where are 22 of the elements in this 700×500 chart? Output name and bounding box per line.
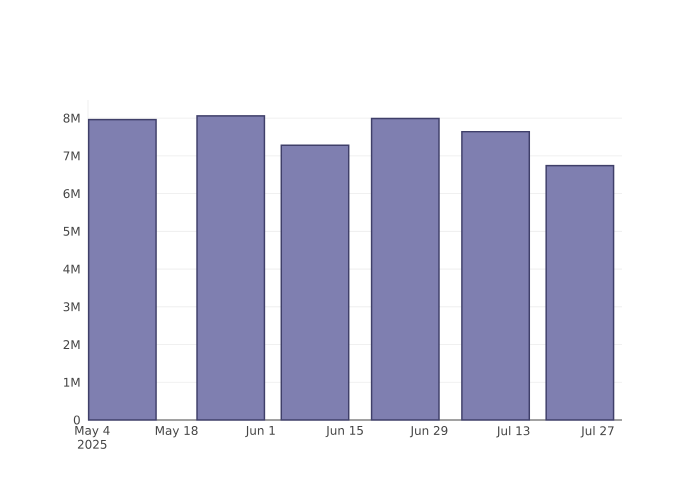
- x-tick-label: Jul 27: [580, 426, 614, 438]
- x-tick-label: Jun 29: [410, 426, 448, 438]
- x-tick-label: Jul 13: [496, 426, 530, 438]
- y-tick-label: 5M: [64, 226, 80, 236]
- x-tick-label: May 4 2025: [75, 426, 110, 449]
- y-tick-label: 2M: [64, 340, 80, 349]
- y-tick-label: 6M: [64, 189, 80, 198]
- bar: [461, 130, 530, 421]
- y-tick-label: 1M: [64, 378, 80, 387]
- x-tick-label: Jun 15: [326, 426, 363, 438]
- x-tick-label: Jun 1: [245, 426, 275, 438]
- y-tick-label: 3M: [64, 302, 80, 312]
- y-tick-label: 7M: [64, 152, 80, 160]
- bar: [280, 144, 350, 421]
- bar: [545, 164, 614, 421]
- x-tick-label: May 18: [156, 426, 198, 438]
- bar: [370, 118, 440, 421]
- y-tick-label: 0: [74, 415, 80, 425]
- bar: [88, 118, 157, 421]
- y-tick-label: 8M: [64, 114, 80, 123]
- y-tick-label: 4M: [63, 264, 80, 274]
- bar: [196, 115, 266, 421]
